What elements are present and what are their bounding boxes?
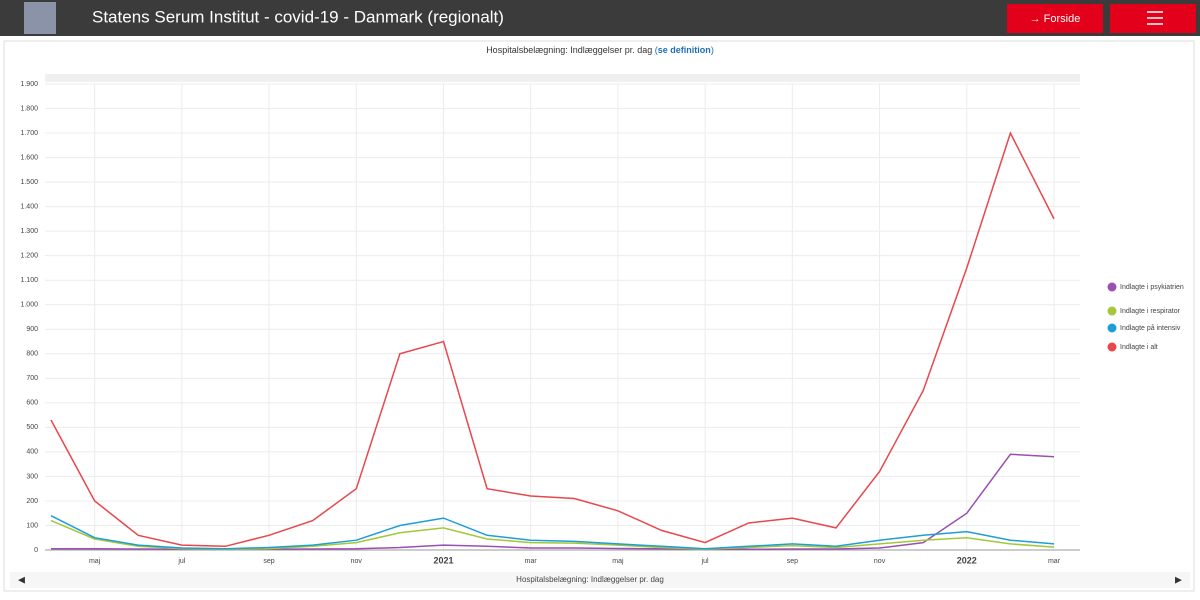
legend-label: Indlagte i alt [1120,344,1158,351]
y-tick-label: 1.500 [20,179,38,186]
y-tick-label: 1.100 [20,277,38,284]
title-paren: ) [711,45,714,55]
y-tick-label: 1.300 [20,228,38,235]
y-tick-label: 1.400 [20,203,38,210]
y-tick-label: 300 [26,473,38,480]
y-tick-label: 1.200 [20,253,38,260]
header-title: Statens Serum Institut - covid-19 - Danm… [92,7,504,26]
logo[interactable] [24,2,56,34]
panel [3,40,1195,592]
x-tick-label: 2022 [957,555,977,565]
definition-link[interactable]: se definition [658,45,711,55]
x-tick-label: mar [1048,558,1061,565]
scroll-left[interactable]: ◀ [18,574,25,584]
series-line [50,515,1055,550]
y-tick-label: 1.700 [20,130,38,137]
y-tick-label: 1.800 [20,105,38,112]
x-tick-label: 2021 [433,555,453,565]
y-tick-label: 100 [26,522,38,529]
y-tick-label: 700 [26,375,38,382]
title-paren: ( [655,45,658,55]
y-tick-label: 400 [26,449,38,456]
bottom-scrollbar[interactable] [10,572,1190,588]
x-tick-label: nov [874,558,886,565]
y-tick-label: 0 [34,547,38,554]
x-tick-label: maj [612,558,624,565]
legend-label: Indlagte i respirator [1120,308,1181,315]
plot: 0 100 200 300 400 500 600 700 800 900 1.000 1.100 1.… [20,81,1183,566]
x-tick-label: nov [351,558,363,565]
x-tick-label: sep [787,558,798,565]
series-line [51,453,1055,551]
y-tick-label: 200 [26,498,38,505]
x-tick-label: mar [525,558,538,565]
legend-marker [1107,323,1117,333]
legend-marker [1107,282,1117,292]
chart-title: Hospitalsbelægning: Indlæggelser pr. dag… [486,45,714,55]
y-tick-label: 1.900 [20,81,38,88]
legend-label: Indlagte i psykiatrien [1120,284,1184,291]
x-tick-label: maj [89,558,101,565]
y-tick-label: 600 [26,400,38,407]
top-scrollbar[interactable] [45,74,1080,82]
x-tick-label: jul [177,558,185,565]
scroll-right[interactable]: ▶ [1175,574,1182,584]
y-tick-label: 1.000 [20,302,38,309]
header-bar [0,0,1200,36]
y-tick-label: 500 [26,424,38,431]
y-tick-label: 800 [26,351,38,358]
menu-icon [1147,11,1163,25]
series-line [50,131,1055,548]
legend-label: Indlagte på intensiv [1120,324,1181,332]
legend-marker [1107,306,1117,316]
y-tick-label: 900 [26,326,38,333]
home-button[interactable] [1007,4,1103,33]
x-tick-label: jul [701,558,709,565]
y-tick-label: 1.600 [20,154,38,161]
scrollbar-label: Hospitalsbelægning: Indlæggelser pr. dag [516,575,664,584]
home-button-label: → Forside [1030,13,1081,25]
legend-marker [1107,342,1117,352]
title-text: Hospitalsbelægning: Indlæggelser pr. dag [486,45,655,55]
x-tick-label: sep [263,558,274,565]
